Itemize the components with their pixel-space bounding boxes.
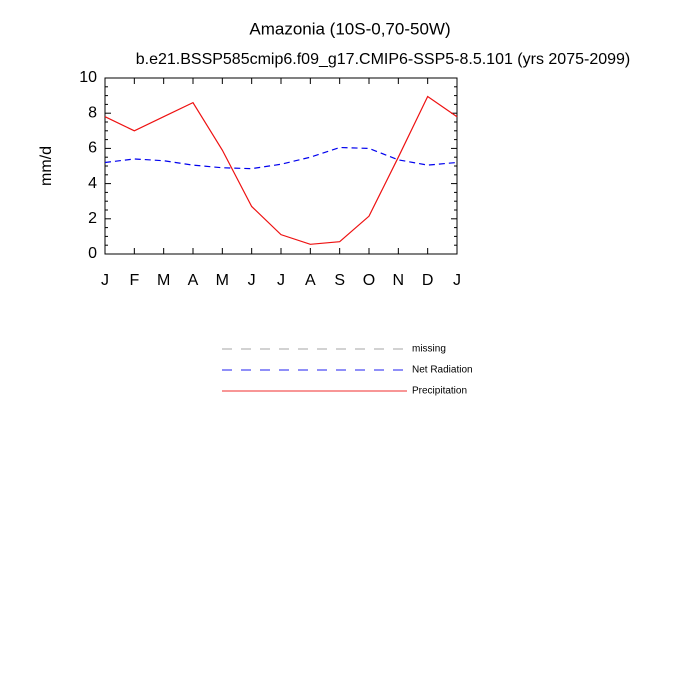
legend-label: Precipitation — [412, 386, 467, 397]
x-tick-label: M — [157, 272, 170, 289]
y-tick-label: 6 — [88, 140, 97, 157]
x-tick-label: N — [393, 272, 405, 289]
x-tick-label: J — [101, 272, 109, 289]
chart-title: Amazonia (10S-0,70-50W) — [249, 19, 450, 38]
x-tick-label: S — [334, 272, 345, 289]
plot-frame — [104, 77, 458, 255]
legend-label: missing — [412, 344, 446, 355]
x-tick-label: J — [453, 272, 461, 289]
data-line — [104, 95, 458, 245]
x-tick-label: J — [248, 272, 256, 289]
y-tick-label: 0 — [88, 245, 97, 262]
x-tick-label: A — [305, 272, 316, 289]
chart-subtitle: b.e21.BSSP585cmip6.f09_g17.CMIP6-SSP5-8.… — [136, 51, 631, 68]
x-tick-label: F — [129, 272, 139, 289]
x-tick-label: A — [188, 272, 199, 289]
y-tick-label: 10 — [79, 69, 97, 86]
x-tick-label: M — [216, 272, 229, 289]
y-tick-label: 8 — [88, 104, 97, 121]
y-tick-label: 4 — [88, 175, 97, 192]
data-line — [104, 146, 458, 170]
y-axis-label: mm/d — [38, 146, 55, 186]
x-tick-label: D — [422, 272, 434, 289]
legend-label: Net Radiation — [412, 365, 473, 376]
y-tick-label: 2 — [88, 210, 97, 227]
x-tick-label: O — [363, 272, 375, 289]
x-tick-label: J — [277, 272, 285, 289]
